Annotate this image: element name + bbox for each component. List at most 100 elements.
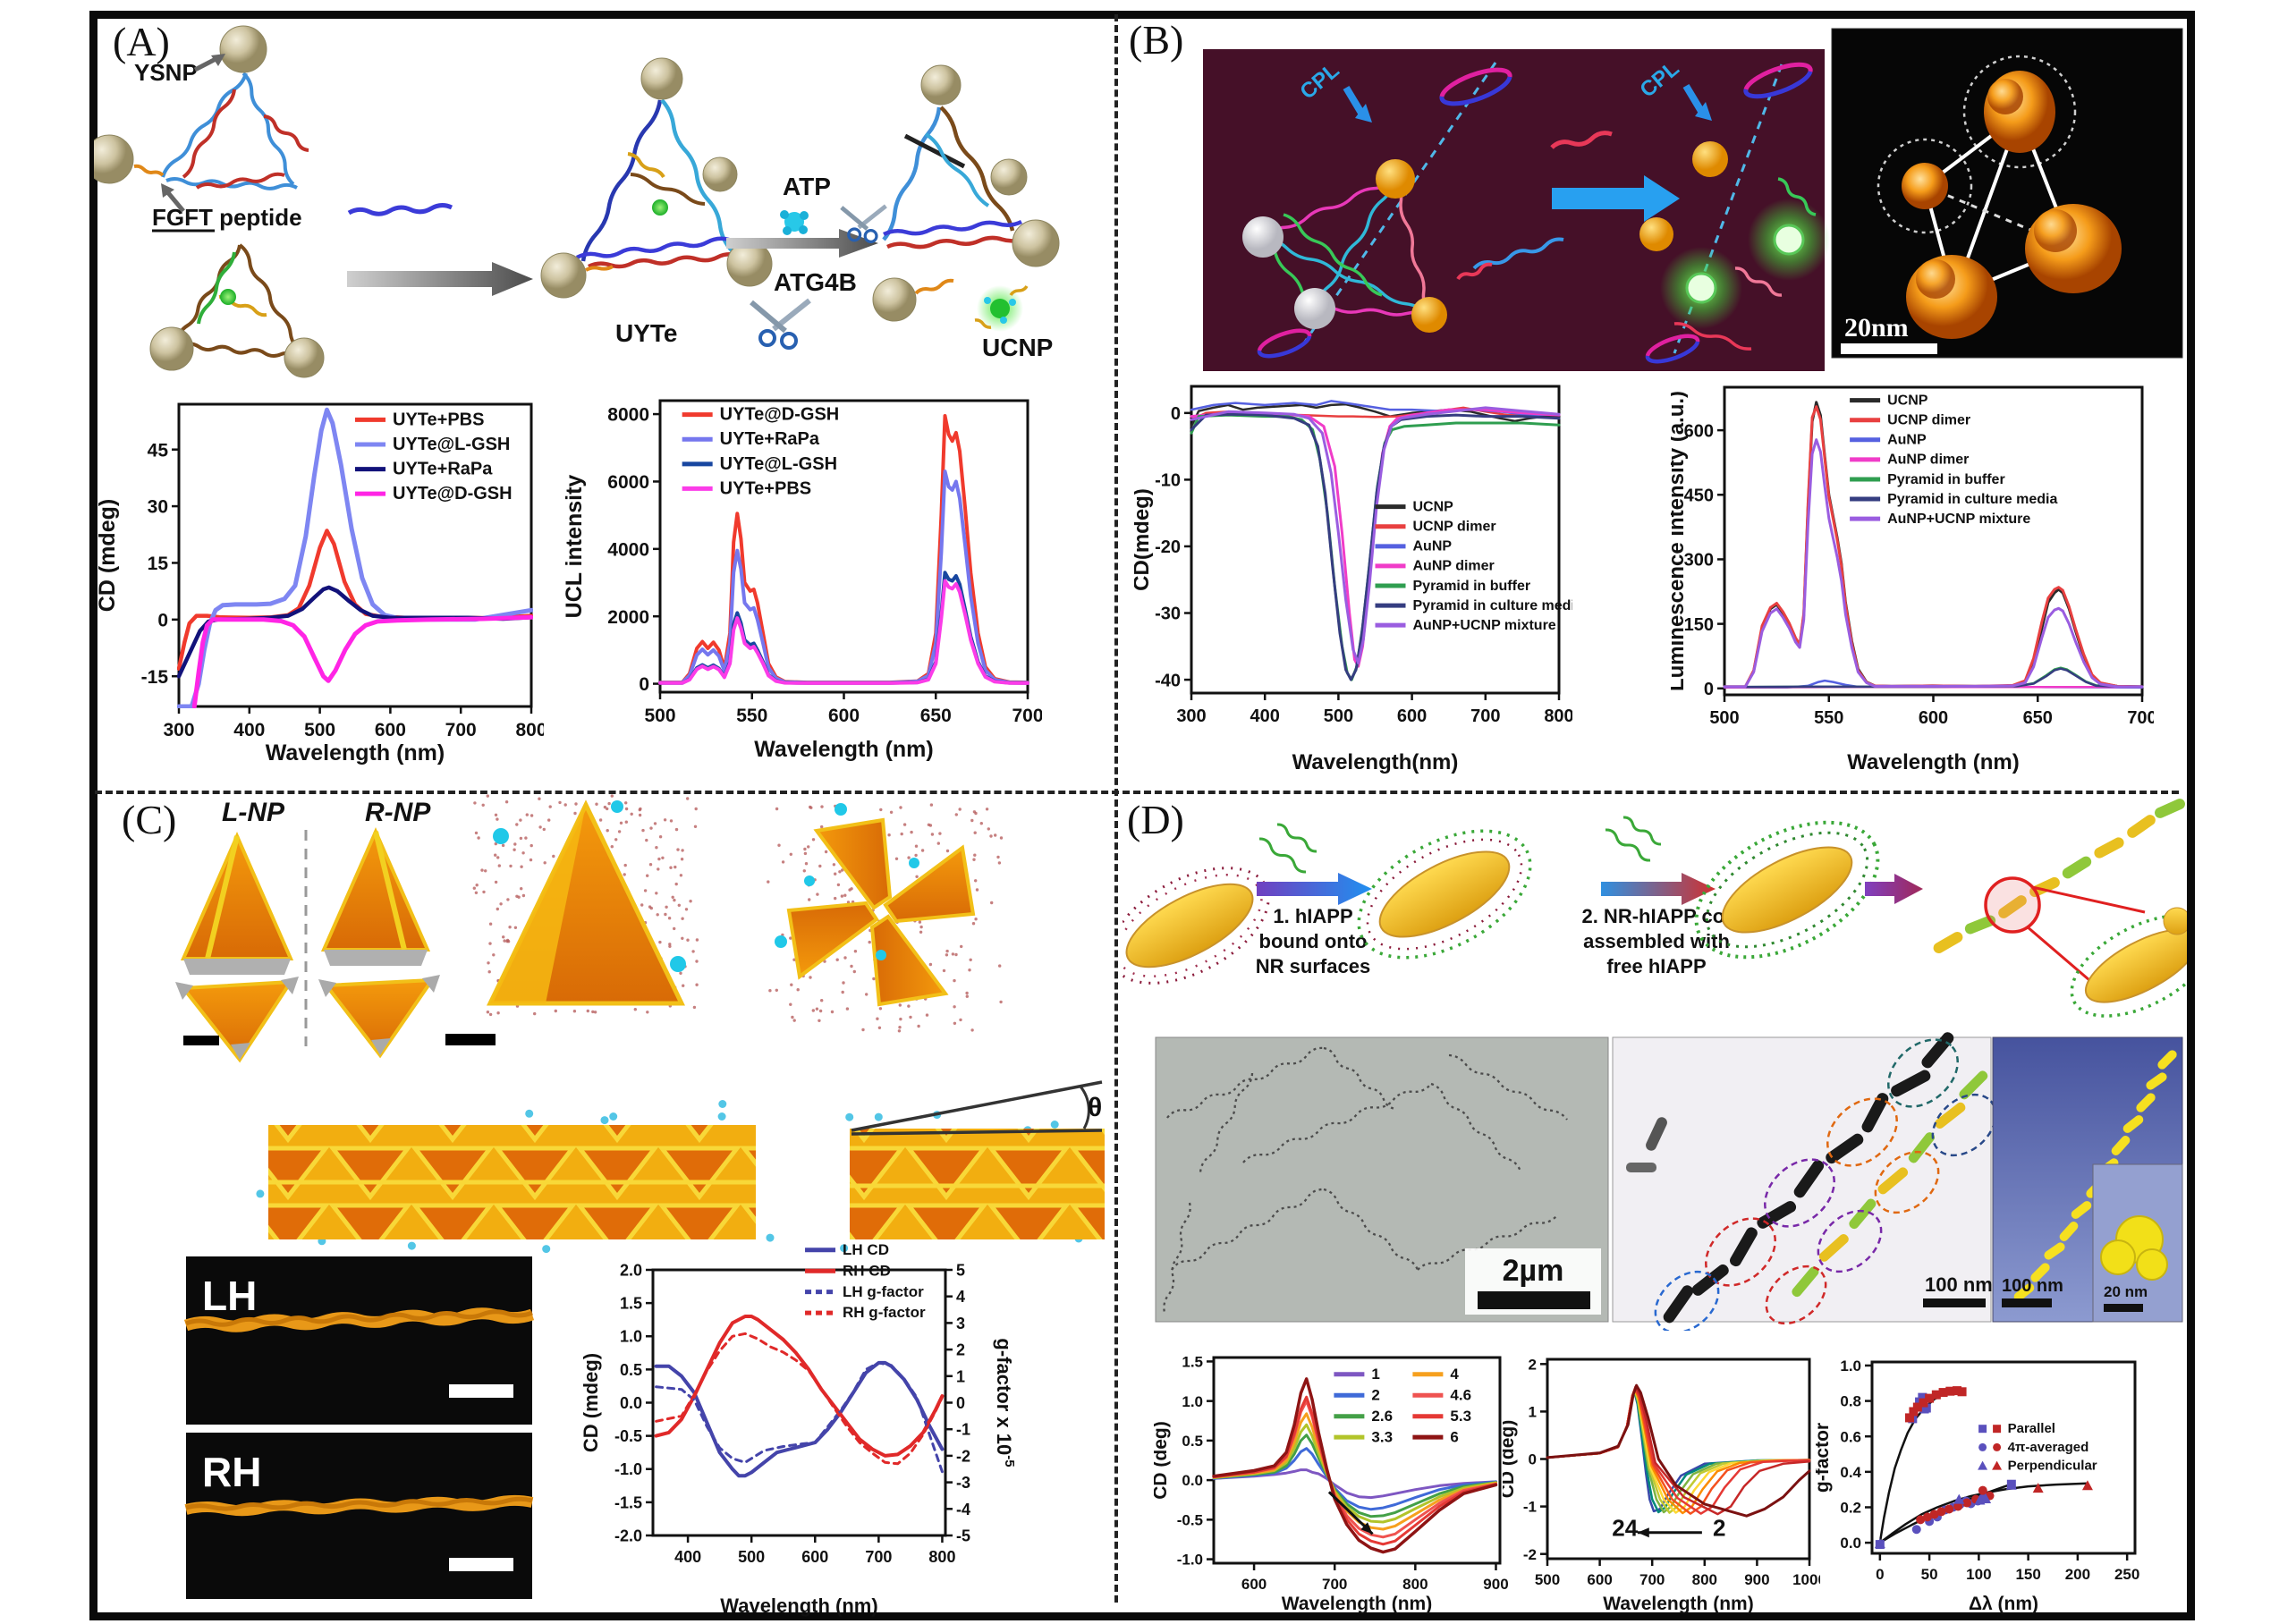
svg-text:UYTe@D-GSH: UYTe@D-GSH [393, 484, 513, 503]
svg-text:45: 45 [148, 440, 169, 461]
lh-label: LH [202, 1273, 257, 1319]
svg-text:AuNP+UCNP mixture: AuNP+UCNP mixture [1887, 512, 2030, 527]
svg-text:5.3: 5.3 [1450, 1408, 1471, 1425]
svg-text:500: 500 [738, 1548, 765, 1566]
svg-text:AuNP: AuNP [1887, 433, 1927, 448]
svg-text:500: 500 [304, 720, 335, 740]
svg-text:LH CD: LH CD [843, 1241, 889, 1258]
panel-b-label: (B) [1129, 17, 1184, 63]
svg-text:-0.5: -0.5 [1177, 1511, 1203, 1528]
lh-tomography-image: LH [183, 1256, 535, 1425]
tem-image: 20nm [1831, 28, 2183, 359]
svg-text:6000: 6000 [607, 472, 649, 493]
svg-text:Δλ (nm): Δλ (nm) [1969, 1594, 2038, 1614]
svg-text:LH g-factor: LH g-factor [843, 1283, 924, 1300]
svg-text:8000: 8000 [607, 405, 649, 426]
gfactor-chart-d: 0 50 100 150 200 250 0.0 0.2 0.4 0.6 0.8 1.0 Δλ (nm)… [1816, 1358, 2139, 1614]
scalebar [2002, 1298, 2052, 1307]
cpl-rotation-ring [1257, 328, 1312, 359]
svg-text:Pyramid in buffer: Pyramid in buffer [1887, 472, 2005, 487]
svg-text:Parallel: Parallel [2008, 1421, 2055, 1436]
scalebar [1478, 1291, 1590, 1309]
svg-text:400: 400 [674, 1548, 701, 1566]
svg-text:-10: -10 [1155, 471, 1181, 491]
activated-dimer [1456, 141, 1830, 351]
svg-text:-1.5: -1.5 [614, 1493, 642, 1511]
cd-gfactor-chart-c: 400 500 600 700 800 -2.0 -1.5 -1.0 -0.5 0.0 0.5 1.0… [580, 1241, 1017, 1617]
svg-text:500: 500 [1535, 1571, 1560, 1588]
atg4b-label: ATG4B [774, 268, 857, 296]
tem-chain-image: 100 nm [1612, 1032, 1997, 1331]
svg-text:300: 300 [1684, 551, 1714, 571]
pinwheel-assembly [767, 803, 1004, 1033]
step2-line1: 2. NR-hIAPP co- [1581, 905, 1731, 927]
svg-text:1: 1 [1371, 1366, 1379, 1383]
svg-text:0.0: 0.0 [1840, 1535, 1861, 1552]
svg-text:2: 2 [1529, 1356, 1537, 1373]
svg-text:UYTe+RaPa: UYTe+RaPa [393, 460, 493, 479]
svg-text:Luminescence intensity (a.u.): Luminescence intensity (a.u.) [1671, 391, 1689, 691]
svg-text:150: 150 [2015, 1566, 2040, 1583]
svg-text:0.4: 0.4 [1840, 1464, 1861, 1481]
svg-text:-20: -20 [1155, 537, 1181, 557]
svg-text:300: 300 [163, 720, 194, 740]
step2-arrow [1601, 873, 1716, 905]
step1-line3: NR surfaces [1256, 955, 1370, 977]
svg-text:-3: -3 [956, 1474, 970, 1492]
svg-text:CD(mdeg): CD(mdeg) [1134, 488, 1154, 591]
trigger-strand [1550, 131, 1613, 149]
svg-text:Wavelength (nm): Wavelength (nm) [720, 1594, 877, 1617]
svg-text:700: 700 [1012, 706, 1042, 726]
step3-arrow [1865, 874, 1923, 904]
panel-c-label: (C) [122, 797, 177, 842]
svg-text:700: 700 [2127, 708, 2154, 728]
svg-text:1.5: 1.5 [1182, 1354, 1203, 1371]
scalebar-label: 100 nm [1925, 1273, 1993, 1296]
svg-text:UYTe@D-GSH: UYTe@D-GSH [720, 405, 840, 425]
svg-text:g-factor: g-factor [1816, 1423, 1833, 1493]
svg-text:0.0: 0.0 [1182, 1472, 1203, 1489]
rnp-label: R-NP [365, 798, 431, 827]
svg-text:-1: -1 [1523, 1499, 1537, 1516]
svg-text:Perpendicular: Perpendicular [2008, 1459, 2097, 1474]
svg-text:Wavelength(nm): Wavelength(nm) [1292, 750, 1459, 774]
svg-text:2.6: 2.6 [1371, 1408, 1393, 1425]
svg-text:15: 15 [148, 554, 169, 574]
svg-text:CD (mdeg): CD (mdeg) [97, 499, 120, 612]
svg-text:Wavelength (nm): Wavelength (nm) [266, 740, 445, 765]
svg-text:1.0: 1.0 [620, 1328, 642, 1346]
svg-text:800: 800 [1692, 1571, 1717, 1588]
panel-c-schematic: L-NP R-NP [175, 794, 1105, 1599]
nanorod-hiapp [1357, 829, 1532, 960]
svg-text:700: 700 [1470, 706, 1500, 726]
svg-text:0: 0 [1529, 1451, 1537, 1468]
dna-pyramid-left [1242, 159, 1447, 333]
svg-text:50: 50 [1921, 1566, 1938, 1583]
r-np-pyramid-bottom [318, 975, 440, 1059]
svg-text:600: 600 [801, 1548, 828, 1566]
svg-text:2: 2 [1713, 1515, 1725, 1542]
nanorod-bare [1123, 867, 1270, 985]
svg-text:0.2: 0.2 [1840, 1500, 1861, 1517]
atp-label: ATP [783, 173, 831, 200]
cd-spectra-chart-a: 300 400 500 600 700 800 -15 0 15 30 45 Wavelength (… [97, 402, 544, 765]
assembled-rod-left [256, 1100, 775, 1254]
silver-nanoparticle [1242, 216, 1284, 258]
svg-text:600: 600 [375, 720, 406, 740]
svg-text:Pyramid in culture media: Pyramid in culture media [1413, 598, 1573, 613]
svg-text:800: 800 [1402, 1576, 1428, 1593]
svg-text:UYTe@L-GSH: UYTe@L-GSH [720, 454, 837, 474]
tomography-chain-image: 100 nm 20 nm [1992, 1036, 2183, 1323]
scalebar [183, 1036, 219, 1045]
dna-tetrahedron-2 [149, 243, 325, 378]
cpl-rotation-ring [1645, 334, 1700, 364]
svg-text:Wavelength (nm): Wavelength (nm) [1847, 750, 2019, 774]
svg-text:Wavelength (nm): Wavelength (nm) [1282, 1594, 1432, 1614]
svg-text:Wavelength (nm): Wavelength (nm) [754, 737, 933, 762]
rh-tomography-image: RH [184, 1433, 534, 1599]
tem-fibrils-image: 2µm [1155, 1036, 1609, 1323]
svg-text:550: 550 [1814, 708, 1843, 728]
ysnp-label: YSNP [134, 59, 198, 86]
input-strand [347, 203, 453, 216]
svg-text:600: 600 [828, 706, 860, 726]
